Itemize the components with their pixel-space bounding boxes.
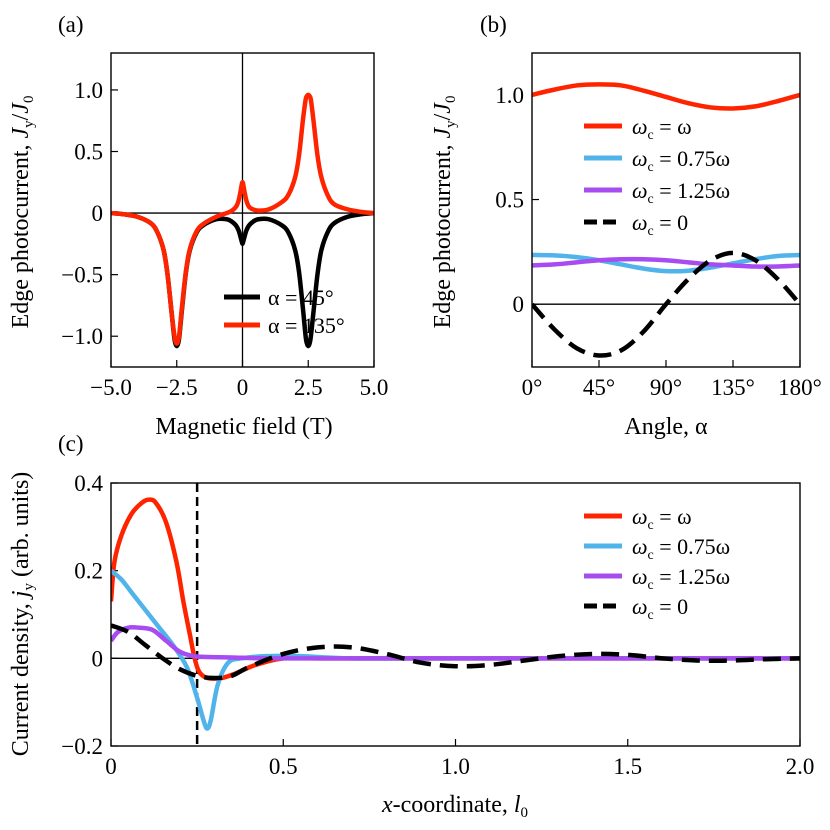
panel-b-xtick-label: 180°: [778, 375, 822, 400]
panel-c-xtick-label: 0: [105, 754, 117, 779]
panel-a-ytick-label: 0: [92, 201, 104, 226]
panel-a-frame: [110, 52, 375, 368]
legend-c-label-0: ωc = ω: [632, 504, 692, 533]
legend-a-label-45: α = 45°: [268, 285, 334, 310]
panel-a-series-line-1: [111, 92, 374, 346]
panel-c-label: (c): [58, 431, 84, 456]
panel-c-series-line-0: [111, 497, 800, 681]
panel-b-ylabel: Edge photocurrent, Jy/J0: [430, 96, 459, 329]
panel-b: (b) 0° 45° 90° 135° 180° 1.0 0.5 0 Angle, α Edg…: [430, 12, 822, 440]
panel-c-xtick-label: 2.0: [786, 754, 815, 779]
legend-c-label-3: ωc = 0: [632, 594, 688, 623]
panel-a-legend: α = 45° α = 135°: [224, 285, 345, 338]
panel-a-ylabel: Edge photocurrent, Jy/J0: [8, 96, 37, 329]
panel-a-xtick-label: −5.0: [90, 375, 132, 400]
panel-c-xtick-label: 1.5: [613, 754, 642, 779]
panel-c-xtick-label: 1.0: [441, 754, 470, 779]
panel-a-ytick-label: 0.5: [74, 140, 103, 165]
panel-a-ytick-label: −1.0: [61, 324, 103, 349]
panel-c-xlabel: x-coordinate, l0: [381, 792, 528, 821]
panel-c-series-line-2: [111, 624, 800, 661]
panel-c-ylabel: Current density, jy (arb. units): [8, 472, 37, 757]
panel-a-xtick-label: 0: [237, 375, 249, 400]
panel-c-ytick-label: 0.4: [74, 471, 103, 496]
panel-c-ytick-label: −0.2: [61, 734, 103, 759]
legend-b-label-2: ωc = 1.25ω: [632, 178, 730, 207]
panel-b-ytick-label: 1.0: [495, 83, 524, 108]
panel-a-label: (a): [58, 12, 84, 37]
panel-c-series-line-3: [111, 623, 800, 681]
panel-c-ytick-label: 0: [92, 646, 104, 671]
legend-b-label-1: ωc = 0.75ω: [632, 146, 730, 175]
panel-b-xtick-label: 0°: [522, 375, 543, 400]
panel-a: (a) −5.0 −2.5 0 2.5 5.0 1.0 0.5 0 −0.5 −1.0 Magne…: [8, 12, 388, 440]
panel-b-ytick-label: 0.5: [495, 188, 524, 213]
legend-a-label-135: α = 135°: [268, 313, 345, 338]
panel-b-series-line-0: [532, 82, 800, 111]
panel-b-xtick-label: 45°: [583, 375, 615, 400]
panel-a-xtick-label: −2.5: [156, 375, 198, 400]
panel-c-frame: [110, 482, 801, 747]
panel-b-ytick-label: 0: [513, 292, 525, 317]
panel-a-ytick-label: −0.5: [61, 263, 103, 288]
panel-b-xlabel: Angle, α: [624, 414, 708, 440]
panel-c-xtick-label: 0.5: [269, 754, 298, 779]
panel-b-legend: ωc = ω ωc = 0.75ω ωc = 1.25ω ωc = 0: [584, 114, 730, 239]
panel-c-series-line-1: [111, 568, 800, 731]
legend-c-label-2: ωc = 1.25ω: [632, 564, 730, 593]
legend-c-label-1: ωc = 0.75ω: [632, 534, 730, 563]
panel-a-ytick-label: 1.0: [74, 78, 103, 103]
panel-b-xtick-label: 135°: [711, 375, 755, 400]
panel-b-series-line-2: [532, 256, 800, 269]
legend-b-label-0: ωc = ω: [632, 114, 692, 143]
panel-c-ytick-label: 0.2: [74, 559, 103, 584]
panel-a-xlabel: Magnetic field (T): [155, 414, 332, 440]
panel-b-series-line-3: [532, 250, 800, 358]
panel-a-xtick-label: 5.0: [360, 375, 389, 400]
legend-b-label-3: ωc = 0: [632, 210, 688, 239]
panel-b-xtick-label: 90°: [650, 375, 682, 400]
panel-b-frame: [531, 52, 801, 368]
panel-c: (c) 0 0.5 1.0 1.5 2.00.40.20−0.2 x-coordinat…: [8, 431, 814, 821]
panel-b-label: (b): [480, 12, 507, 37]
panel-a-xtick-label: 2.5: [294, 375, 323, 400]
